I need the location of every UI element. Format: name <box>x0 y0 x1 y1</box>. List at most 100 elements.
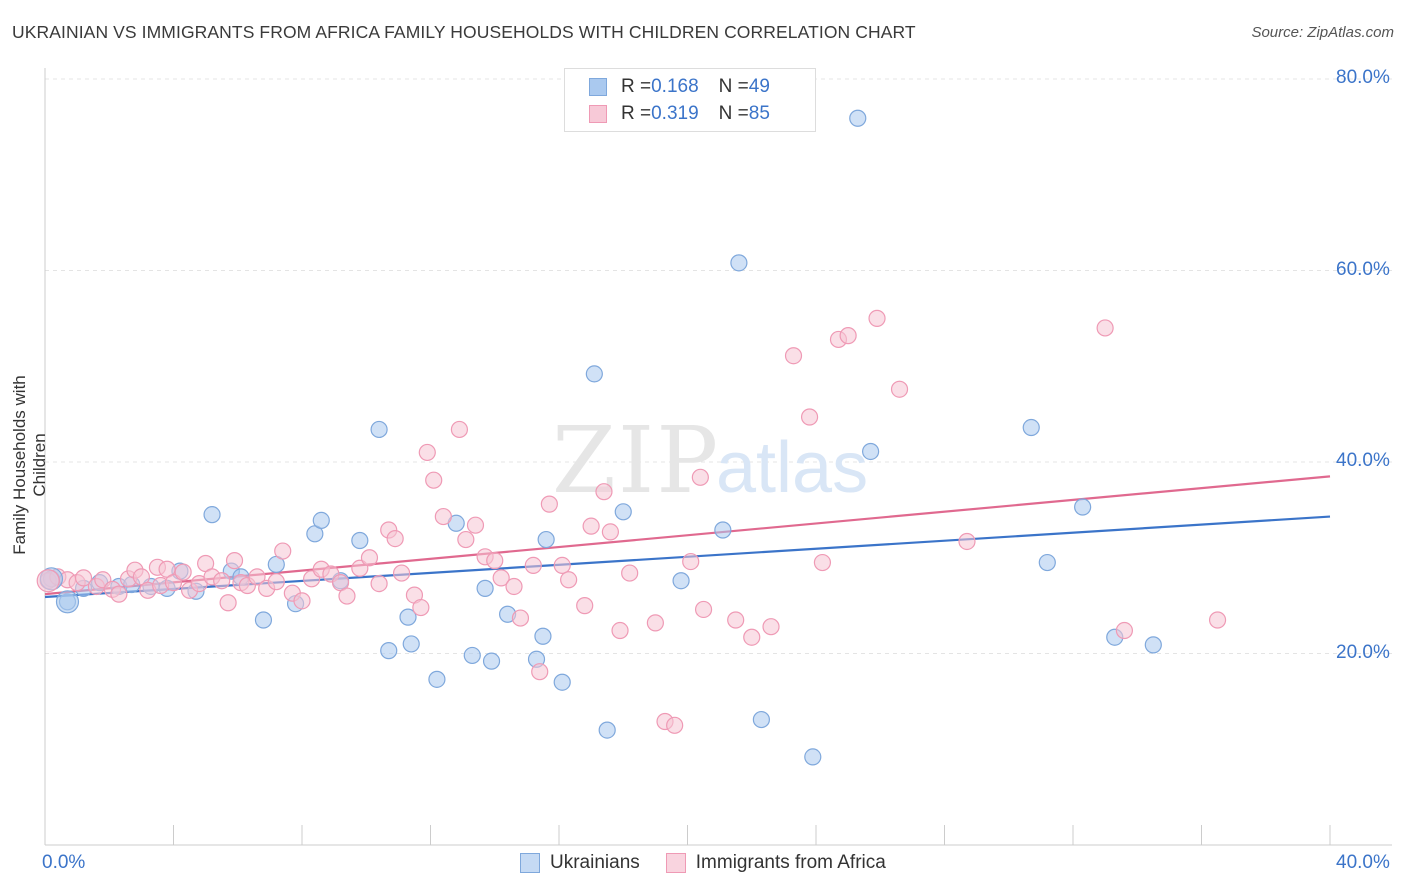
point-africa <box>110 585 128 603</box>
point-africa <box>691 468 709 486</box>
point-ukrainians <box>1144 636 1162 654</box>
legend-r-value: 0.168 <box>651 76 699 97</box>
series-label-ukrainians: Ukrainians <box>550 852 640 873</box>
point-africa <box>370 575 388 593</box>
point-africa <box>466 516 485 534</box>
point-africa <box>762 618 780 636</box>
legend-r-value: 0.319 <box>651 103 699 124</box>
legend-n-value: 49 <box>748 76 770 97</box>
series-label-africa: Immigrants from Africa <box>695 852 886 873</box>
legend-row-ukrainians: R = 0.168 N = 49 <box>589 74 770 100</box>
point-africa <box>560 571 578 589</box>
point-africa <box>784 347 803 365</box>
point-africa <box>418 443 436 462</box>
point-ukrainians <box>672 572 690 590</box>
y-tick-label: 80.0% <box>1336 67 1390 88</box>
point-ukrainians <box>370 420 388 439</box>
legend-r-label: R = <box>621 103 652 124</box>
point-africa <box>174 563 192 581</box>
legend-n-value: 85 <box>748 103 770 124</box>
point-africa <box>958 532 976 551</box>
point-ukrainians <box>351 531 369 550</box>
point-africa <box>505 577 523 596</box>
point-ukrainians <box>598 721 616 739</box>
point-ukrainians <box>203 506 221 524</box>
point-africa <box>486 552 504 570</box>
point-africa <box>743 628 761 646</box>
point-africa <box>531 663 549 681</box>
point-ukrainians <box>849 109 867 127</box>
point-ukrainians <box>1022 418 1040 437</box>
correlation-legend: R = 0.168 N = 49 R = 0.319 N = 85 <box>564 68 816 132</box>
legend-n-label: N = <box>718 76 749 97</box>
y-axis-label: Family Households with Children <box>10 375 49 555</box>
series-legend-africa[interactable]: Immigrants from Africa <box>665 852 886 874</box>
legend-swatch-ukrainians <box>589 78 607 96</box>
y-tick-label: 40.0% <box>1336 450 1390 471</box>
point-africa <box>492 569 510 587</box>
point-ukrainians <box>1074 498 1092 516</box>
point-africa <box>225 552 244 570</box>
point-africa <box>582 517 600 535</box>
point-africa <box>682 552 700 571</box>
point-africa <box>727 611 745 629</box>
point-africa <box>540 495 558 513</box>
chart-source: Source: ZipAtlas.com <box>1251 24 1394 41</box>
point-ukrainians <box>463 646 481 665</box>
point-africa <box>338 587 356 605</box>
y-tick-label: 60.0% <box>1336 258 1390 280</box>
point-ukrainians <box>254 611 273 629</box>
point-africa <box>890 380 909 398</box>
watermark-zip: ZIP <box>552 407 720 514</box>
point-africa <box>213 572 231 590</box>
point-africa <box>813 553 832 572</box>
legend-row-africa: R = 0.319 N = 85 <box>589 101 770 127</box>
point-africa <box>392 564 411 582</box>
point-africa <box>1115 621 1134 640</box>
point-africa <box>74 569 93 587</box>
point-africa <box>248 568 266 586</box>
x-axis-min-label: 0.0% <box>42 852 86 873</box>
point-ukrainians <box>585 365 603 383</box>
point-africa <box>621 564 639 582</box>
gridlines <box>45 78 1392 654</box>
point-africa <box>595 483 613 501</box>
point-africa <box>601 523 620 541</box>
point-ukrainians <box>752 710 770 729</box>
legend-swatch-africa <box>589 105 607 123</box>
series-legend: Ukrainians Immigrants from Africa <box>520 852 912 874</box>
point-africa <box>457 530 475 549</box>
series-legend-ukrainians[interactable]: Ukrainians <box>520 852 640 874</box>
point-africa <box>219 594 237 612</box>
point-africa <box>868 309 886 327</box>
point-ukrainians <box>399 608 417 626</box>
point-large <box>36 569 60 593</box>
point-ukrainians <box>380 642 398 660</box>
point-large <box>55 590 80 614</box>
point-ukrainians <box>482 652 501 670</box>
point-ukrainians <box>804 748 822 766</box>
point-africa <box>450 420 469 439</box>
point-africa <box>425 471 443 489</box>
point-ukrainians <box>312 511 330 530</box>
point-africa <box>666 716 684 734</box>
axes <box>44 68 1392 846</box>
point-africa <box>576 597 594 615</box>
point-ukrainians <box>476 579 494 597</box>
point-africa <box>1208 611 1227 629</box>
point-ukrainians <box>730 254 748 272</box>
point-africa <box>164 574 183 592</box>
point-africa <box>274 542 292 560</box>
point-ukrainians <box>862 442 880 461</box>
watermark: ZIP atlas <box>552 407 868 514</box>
point-africa <box>351 559 369 577</box>
point-ukrainians <box>553 673 571 691</box>
legend-n-label: N = <box>718 103 749 124</box>
point-africa <box>611 621 629 640</box>
x-axis-max-label: 40.0% <box>1336 852 1390 873</box>
point-ukrainians <box>614 503 632 521</box>
point-africa <box>839 327 857 345</box>
point-africa <box>524 556 542 575</box>
point-ukrainians <box>1038 553 1056 572</box>
